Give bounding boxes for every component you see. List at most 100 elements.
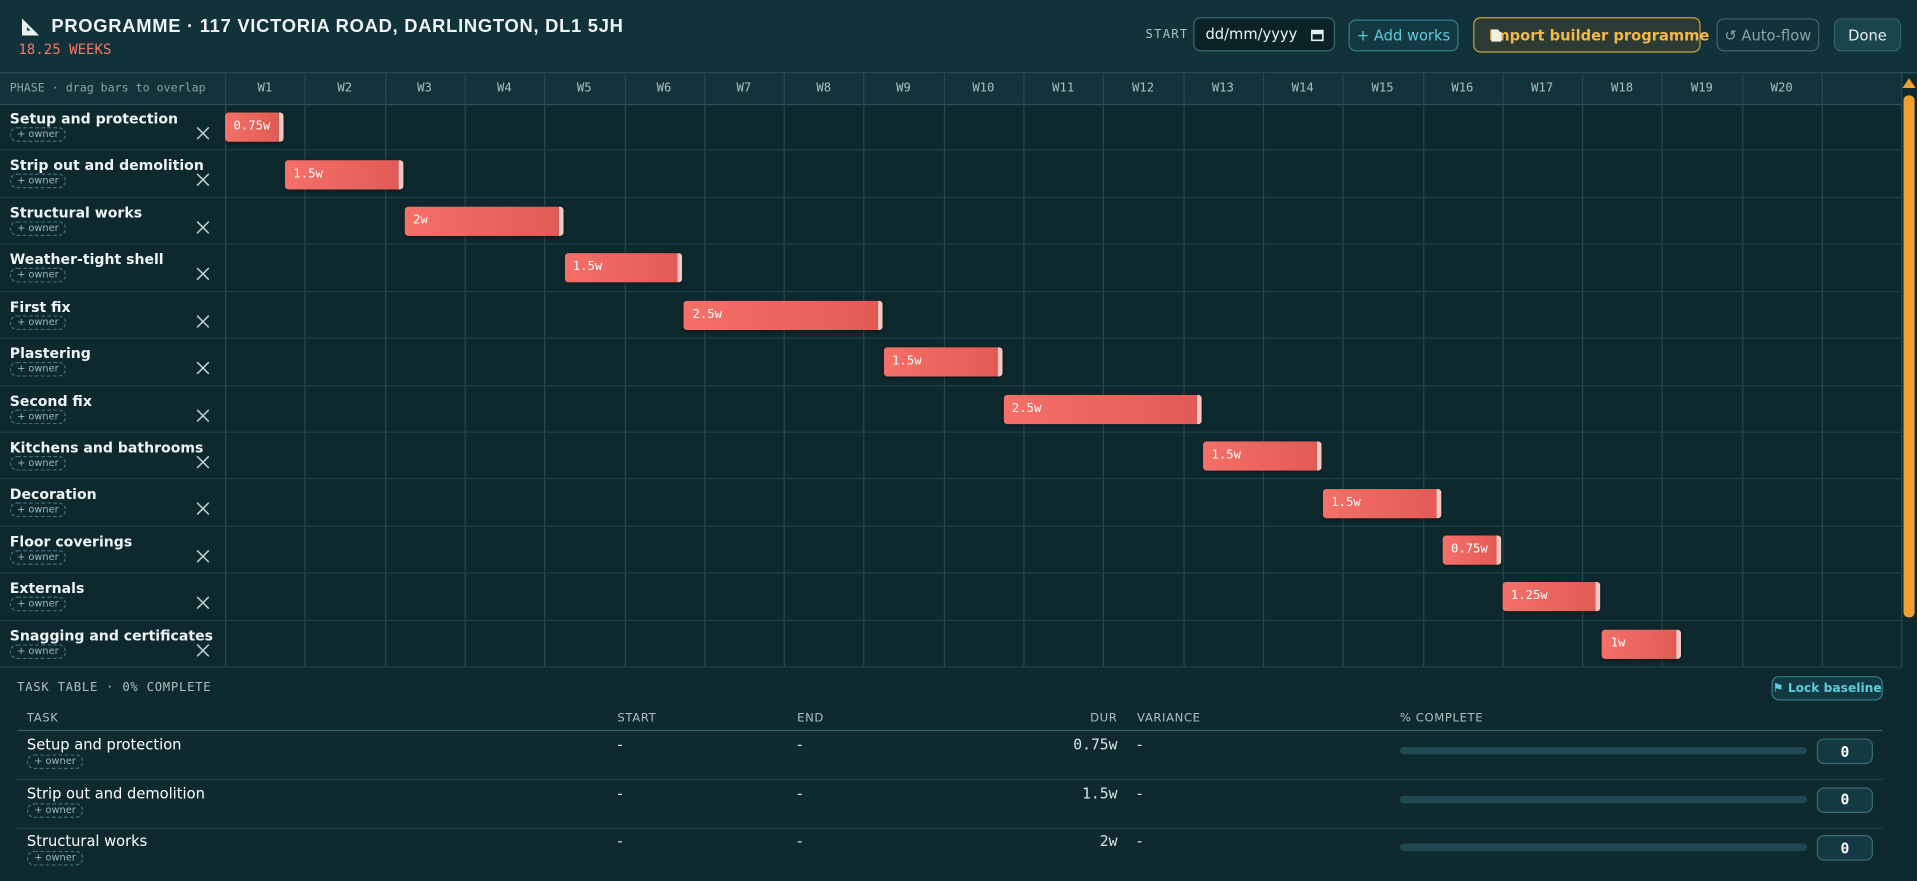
add-works-button[interactable]: + Add works — [1348, 19, 1459, 52]
delete-button[interactable] — [196, 544, 210, 563]
owner-button[interactable]: + owner — [9, 502, 66, 518]
task-bar[interactable]: 1w — [1602, 629, 1681, 659]
delete-button[interactable] — [196, 309, 210, 328]
grid-line — [1741, 73, 1744, 668]
row-line — [0, 149, 1902, 151]
task-bar[interactable]: 0.75w — [1442, 535, 1502, 565]
task-name: Strip out and demolition — [9, 156, 204, 175]
auto-flow-button[interactable]: ↺ Auto-flow — [1716, 18, 1820, 52]
lock-baseline-button[interactable]: ⚑ Lock baseline — [1771, 676, 1883, 701]
week-label: W19 — [1690, 81, 1713, 96]
owner-button[interactable]: + owner — [26, 851, 84, 867]
week-label: W4 — [496, 81, 512, 96]
task-bar[interactable]: 0.75w — [224, 112, 284, 143]
delete-button[interactable] — [196, 497, 210, 516]
grid-line — [544, 73, 546, 668]
table-title: TASK TABLE · 0% COMPLETE — [17, 680, 212, 695]
delete-button[interactable] — [196, 168, 210, 187]
start-cell: - — [617, 833, 623, 851]
done-button[interactable]: Done — [1833, 18, 1902, 52]
task-bar[interactable]: 1.5w — [1322, 488, 1442, 518]
owner-button[interactable]: + owner — [9, 315, 66, 330]
delete-button[interactable] — [196, 215, 210, 234]
owner-button[interactable]: + owner — [9, 268, 66, 283]
task-name: Decoration — [9, 485, 97, 503]
scrollbar[interactable] — [1903, 95, 1915, 618]
grid-line — [1661, 73, 1664, 668]
grid-line — [1182, 73, 1185, 668]
date-input[interactable]: dd/mm/yyyy — [1193, 17, 1336, 52]
owner-button[interactable]: + owner — [9, 408, 66, 424]
owner-button[interactable]: + owner — [9, 596, 66, 612]
owner-button[interactable]: + owner — [9, 127, 66, 142]
complete-input[interactable]: 0 — [1816, 738, 1873, 765]
task-bar[interactable]: 2w — [404, 206, 564, 236]
week-label: W6 — [656, 81, 672, 96]
delete-button[interactable] — [196, 638, 210, 657]
task-name: Snagging and certificates — [9, 626, 213, 644]
delete-button[interactable] — [196, 591, 210, 610]
variance-cell: - — [1136, 784, 1143, 802]
variance-cell: - — [1136, 833, 1143, 851]
delete-button[interactable] — [196, 121, 210, 140]
row-line — [0, 478, 1902, 480]
grid-line — [1901, 73, 1903, 668]
start-label: START — [1145, 28, 1189, 42]
progress-track — [1399, 844, 1807, 852]
grid-line — [1023, 73, 1025, 668]
delete-icon — [196, 596, 210, 610]
task-bar[interactable]: 2.5w — [683, 300, 883, 330]
scroll-up[interactable] — [1902, 78, 1916, 89]
task-bar[interactable]: 1.5w — [1202, 441, 1322, 471]
import-label: Import builder programme — [1488, 26, 1710, 44]
owner-button[interactable]: + owner — [9, 221, 66, 236]
task-name: Setup and protection — [9, 110, 179, 128]
row-line — [17, 778, 1883, 781]
week-label: W17 — [1531, 81, 1554, 96]
owner-button[interactable]: + owner — [9, 549, 66, 565]
task-bar[interactable]: 1.25w — [1502, 582, 1601, 612]
row-line — [0, 666, 1902, 668]
grid-line — [464, 73, 466, 668]
task-bar[interactable]: 2.5w — [1003, 394, 1202, 424]
complete-input[interactable]: 0 — [1816, 786, 1873, 813]
delete-button[interactable] — [196, 403, 210, 422]
task-bar[interactable]: 1.5w — [564, 253, 683, 283]
task-bar[interactable]: 1.5w — [883, 347, 1003, 377]
owner-button[interactable]: + owner — [9, 455, 66, 471]
progress-track — [1399, 795, 1807, 803]
delete-button[interactable] — [196, 262, 210, 281]
week-label: W9 — [896, 81, 911, 96]
gantt-header — [0, 73, 1902, 106]
row-line — [0, 572, 1902, 574]
week-label: W14 — [1291, 81, 1314, 96]
phase-header: PHASE · drag bars to overlap — [9, 81, 206, 96]
end-cell: - — [797, 784, 803, 802]
delete-icon — [196, 173, 210, 187]
owner-button[interactable]: + owner — [9, 643, 66, 659]
import-button[interactable]: Import builder programme — [1473, 17, 1709, 53]
owner-button[interactable]: + owner — [9, 174, 66, 189]
task-bar[interactable]: 1.5w — [284, 159, 404, 190]
task-name: Weather-tight shell — [9, 250, 164, 269]
row-line — [0, 243, 1902, 245]
owner-button[interactable]: + owner — [26, 754, 84, 770]
duration-cell: 0.75w — [1073, 735, 1118, 754]
owner-button[interactable]: + owner — [9, 361, 66, 377]
complete-input[interactable]: 0 — [1816, 835, 1873, 862]
grid-line — [1502, 73, 1504, 668]
delete-button[interactable] — [196, 450, 210, 469]
owner-button[interactable]: + owner — [26, 802, 84, 818]
column-header: END — [797, 711, 824, 725]
row-line — [0, 290, 1902, 292]
document-icon — [1491, 29, 1502, 42]
delete-icon — [196, 314, 210, 328]
week-label: W5 — [576, 81, 592, 96]
calendar-icon — [1311, 29, 1324, 42]
column-header: TASK — [26, 711, 59, 725]
column-header: DUR — [1090, 711, 1118, 725]
start-cell: - — [617, 784, 623, 802]
delete-button[interactable] — [196, 356, 210, 375]
